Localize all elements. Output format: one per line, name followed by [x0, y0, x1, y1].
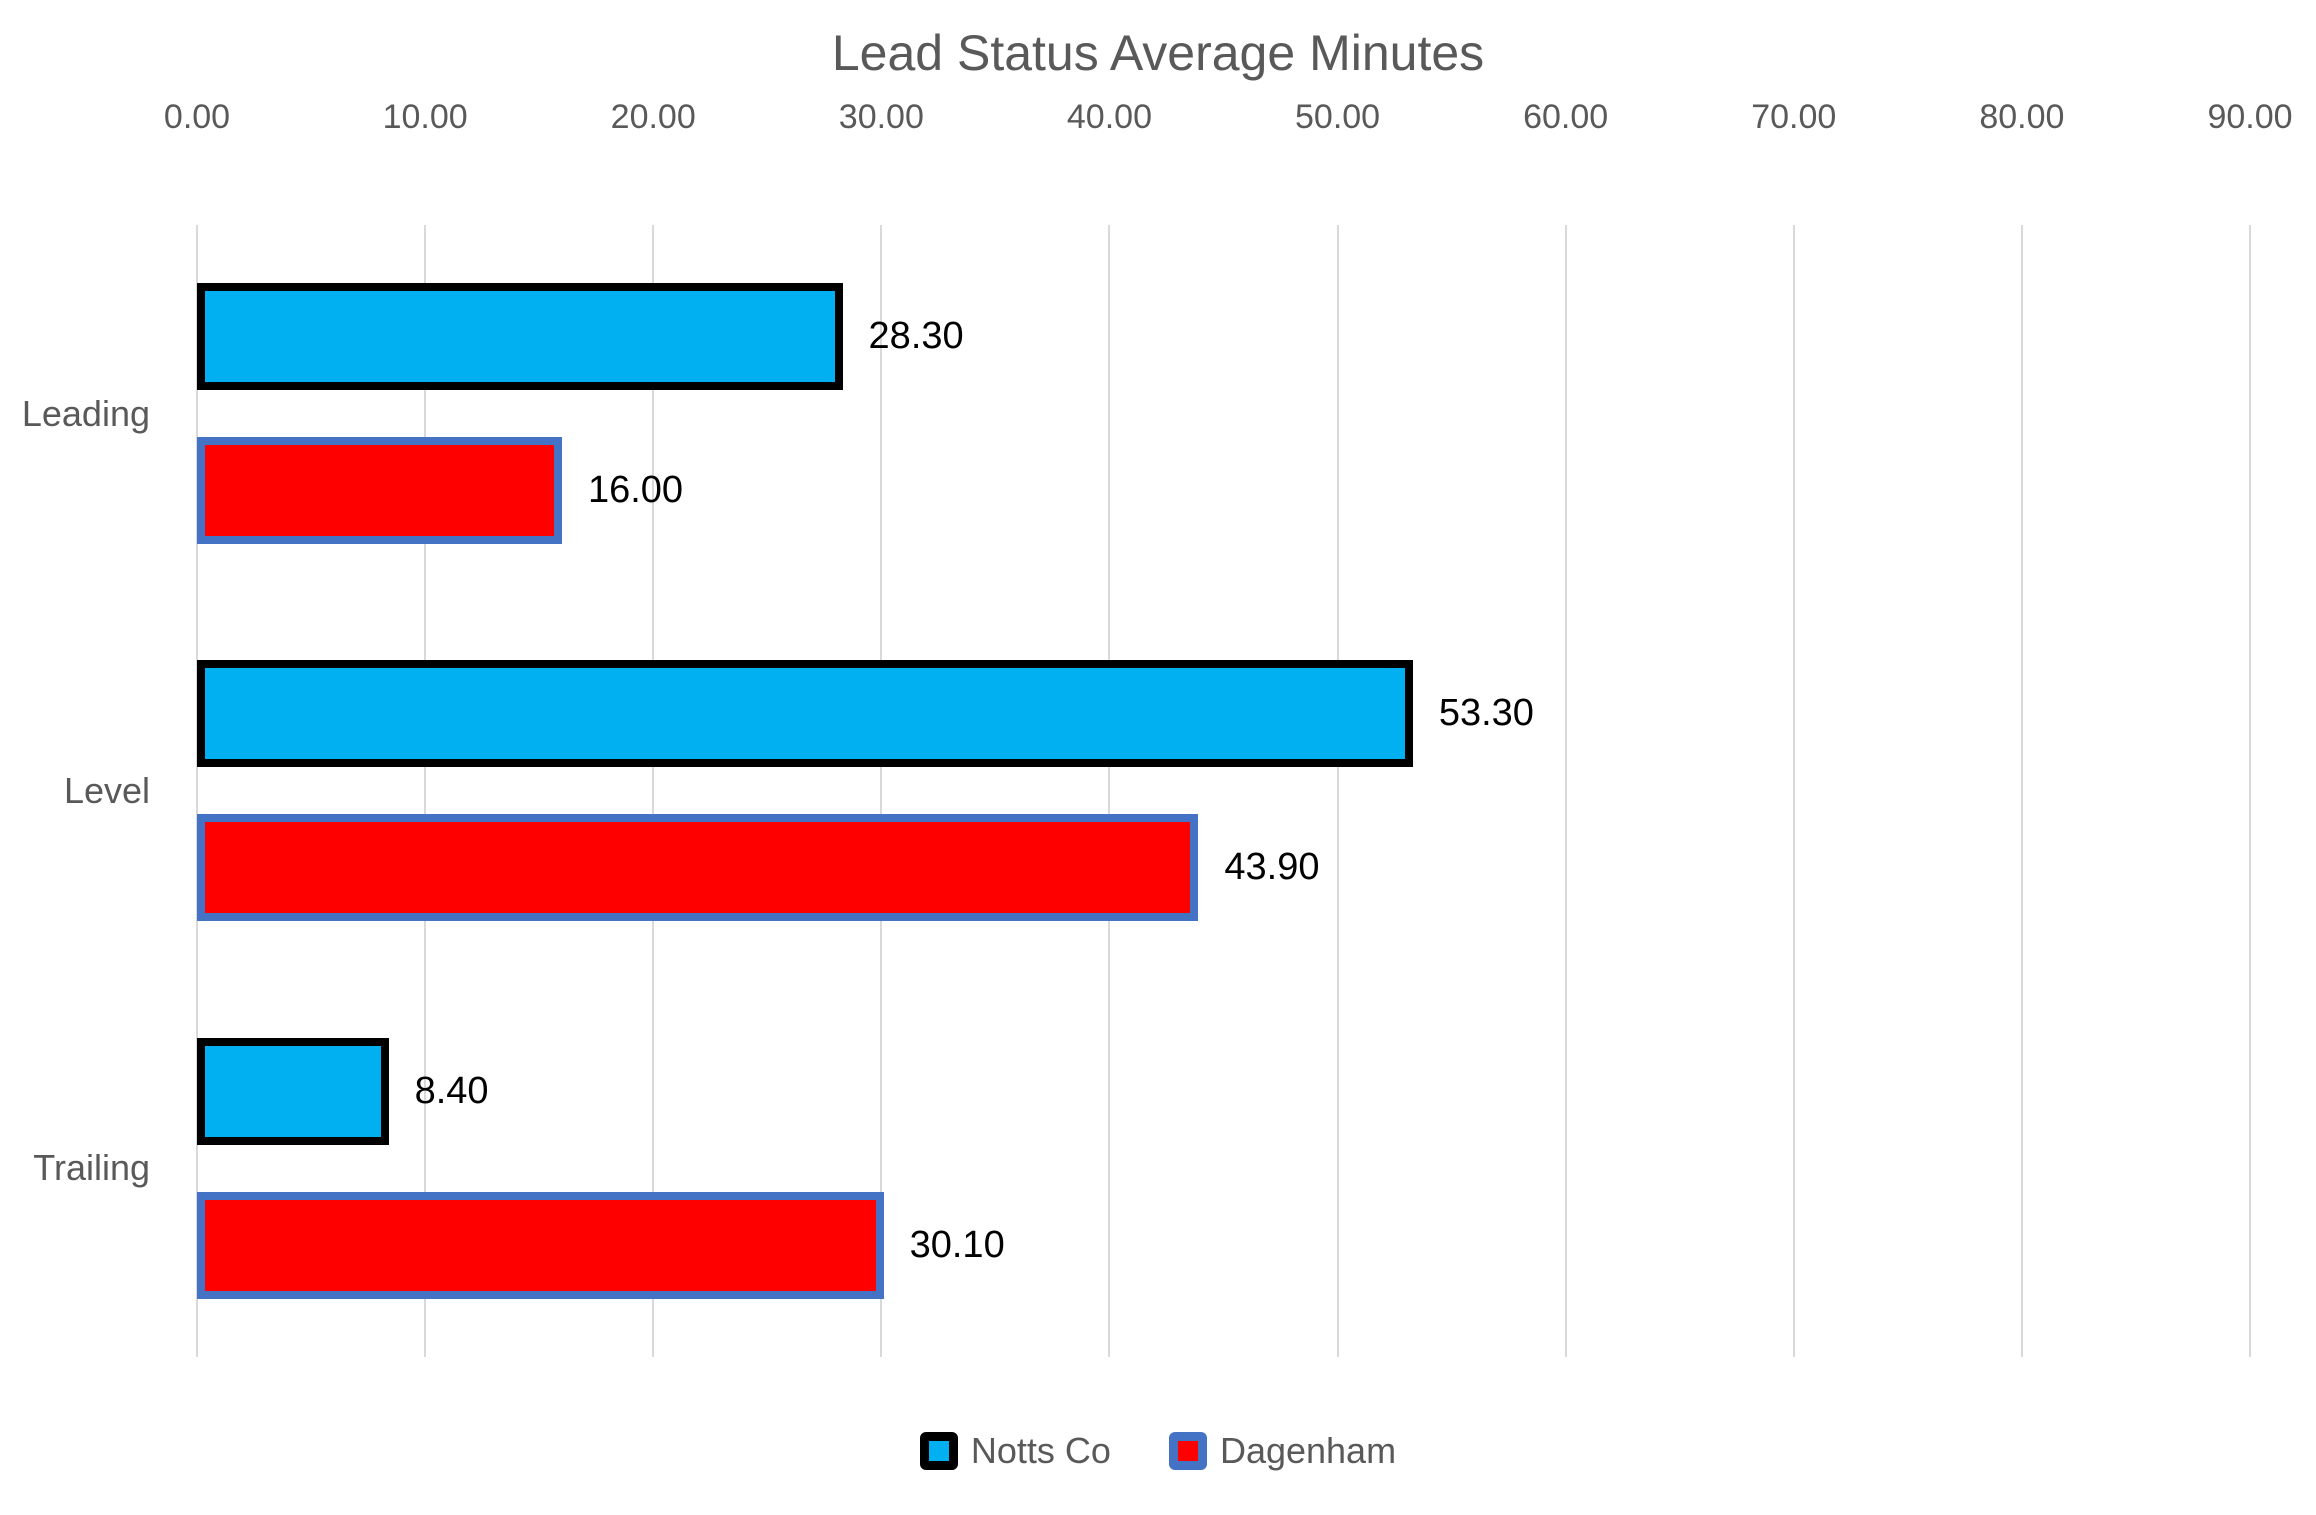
bar-row: 43.90	[197, 814, 2250, 922]
vertical-gridline	[2249, 225, 2251, 1357]
bar-value-label: 16.00	[587, 469, 684, 512]
vertical-gridline	[2020, 225, 2023, 1357]
category-label: Level	[63, 769, 150, 811]
bar-notts-co	[197, 660, 1413, 768]
bar-dagenham	[197, 1191, 884, 1299]
legend: Notts Co Dagenham	[0, 1430, 2316, 1472]
x-axis-tick-label: 0.00	[163, 98, 231, 136]
x-axis-tick-label: 50.00	[1295, 98, 1381, 136]
bar-row: 8.40	[197, 1037, 2250, 1145]
bar-row: 28.30	[197, 283, 2250, 391]
bar-row: 16.00	[197, 437, 2250, 545]
x-axis-tick-label: 20.00	[610, 98, 696, 136]
bar-notts-co	[197, 1037, 389, 1145]
category-group-leading: Leading 28.30 16.00	[22, 225, 2250, 602]
x-axis: 0.00 10.00 20.00 30.00 40.00 50.00 60.00 70.00 8…	[164, 98, 2293, 140]
bar-value-label: 8.40	[414, 1069, 489, 1112]
vertical-gridline	[1792, 225, 1795, 1357]
category-group-trailing: Trailing 8.40 30.10	[33, 980, 2250, 1357]
legend-item-notts-co: Notts Co	[919, 1430, 1111, 1472]
legend-label: Notts Co	[970, 1430, 1111, 1471]
category-label: Leading	[21, 392, 150, 434]
bar-value-label: 43.90	[1224, 846, 1320, 889]
category-group-level: Level 53.30 43.90	[64, 602, 2250, 979]
x-axis-tick-label: 40.00	[1066, 98, 1152, 136]
vertical-gridline	[1564, 225, 1567, 1357]
vertical-gridline	[652, 225, 655, 1357]
x-axis-tick-label: 30.00	[838, 98, 924, 136]
x-axis-tick-label: 90.00	[2207, 98, 2293, 136]
bar-rows-container: Leading 28.30 16.00 Level 53.30 43.90 Trailing…	[22, 225, 2250, 1357]
plot-area: Leading 28.30 16.00 Level 53.30 43.90 Trailing…	[22, 225, 2251, 1357]
bar-row: 30.10	[197, 1191, 2250, 1299]
bar-row: 53.30	[197, 660, 2250, 768]
x-axis-tick-label: 80.00	[1979, 98, 2065, 136]
legend-swatch-icon	[919, 1432, 958, 1470]
bar-notts-co	[197, 283, 843, 391]
bar-dagenham	[197, 437, 562, 545]
vertical-gridline	[880, 225, 883, 1357]
vertical-gridline	[196, 225, 198, 1357]
bar-value-label: 28.30	[868, 315, 964, 358]
x-axis-tick-label: 60.00	[1523, 98, 1609, 136]
bar-value-label: 30.10	[909, 1223, 1005, 1266]
x-axis-tick-label: 10.00	[382, 98, 468, 136]
category-label: Trailing	[33, 1147, 150, 1189]
vertical-gridline	[424, 225, 427, 1357]
x-axis-tick-label: 70.00	[1751, 98, 1837, 136]
vertical-gridline	[1336, 225, 1339, 1357]
chart-title: Lead Status Average Minutes	[831, 25, 1485, 81]
vertical-gridline	[1108, 225, 1111, 1357]
legend-label: Dagenham	[1219, 1430, 1397, 1471]
bar-dagenham	[197, 814, 1199, 922]
bar-value-label: 53.30	[1438, 692, 1534, 735]
legend-item-dagenham: Dagenham	[1168, 1430, 1397, 1472]
legend-swatch-icon	[1168, 1432, 1207, 1470]
